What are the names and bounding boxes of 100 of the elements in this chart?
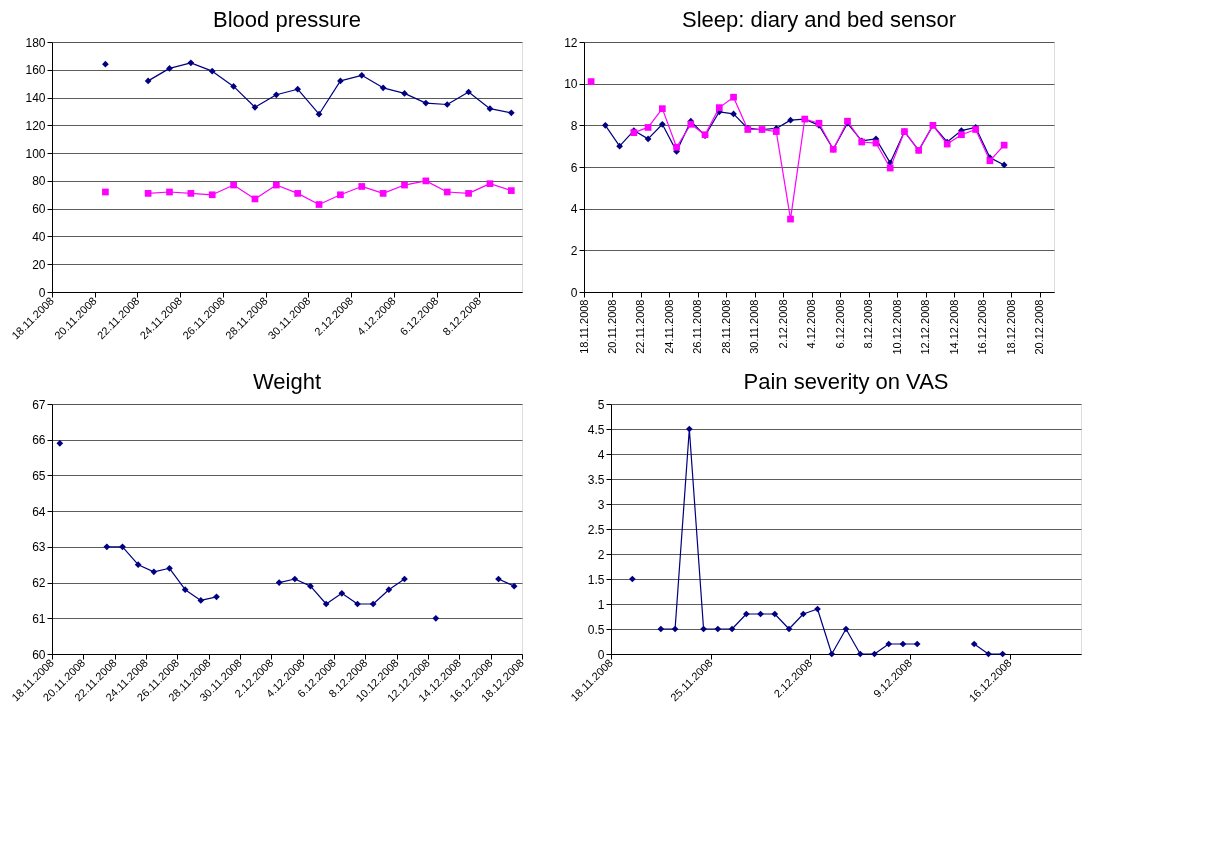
point (197, 597, 205, 604)
point (369, 600, 377, 608)
point (828, 650, 836, 658)
point (272, 181, 280, 189)
y-tick-label: 8 (570, 118, 578, 133)
x-tick-label: 12.12.2008 (919, 299, 932, 355)
y-tick-label: 80 (32, 174, 46, 189)
point (102, 188, 109, 196)
point (275, 579, 283, 586)
point (379, 190, 387, 197)
y-tick-label: 62 (32, 576, 46, 591)
point (119, 543, 126, 551)
point (842, 625, 850, 633)
y-tick-label: 61 (32, 611, 46, 626)
point (602, 121, 609, 129)
point (322, 600, 330, 608)
point (913, 640, 921, 648)
y-tick-label: 3 (597, 497, 605, 512)
point (658, 105, 666, 113)
point (673, 143, 680, 151)
point (644, 124, 652, 131)
point (144, 190, 152, 197)
point (272, 91, 280, 99)
x-tick-label: 20.12.2008 (1033, 299, 1046, 355)
point (714, 625, 722, 633)
point (730, 93, 737, 101)
point (291, 575, 299, 583)
point (510, 582, 518, 590)
point (102, 60, 109, 68)
point (970, 640, 978, 648)
point (337, 191, 344, 199)
point (856, 650, 864, 658)
point (657, 625, 665, 633)
point (886, 164, 894, 172)
y-tick-label: 0 (570, 285, 578, 300)
x-tick-label: 24.11.2008 (662, 299, 675, 354)
chart-title: Blood pressure (213, 7, 361, 32)
chart-title: Weight (252, 369, 322, 394)
point (671, 625, 679, 633)
point (507, 187, 515, 194)
x-tick-label: 14.12.2008 (947, 299, 960, 355)
point (432, 614, 440, 622)
y-tick-label: 60 (32, 647, 46, 662)
point (486, 105, 494, 113)
y-tick-label: 6 (570, 160, 578, 175)
point (443, 188, 451, 196)
y-tick-label: 0 (597, 647, 605, 662)
point (166, 188, 173, 196)
point (422, 99, 430, 107)
y-tick-label: 10 (564, 77, 578, 92)
point (885, 640, 893, 648)
point (986, 157, 994, 165)
point (294, 190, 302, 197)
point (785, 625, 793, 633)
y-tick-label: 160 (25, 63, 46, 78)
point (958, 131, 965, 139)
y-tick-label: 64 (32, 504, 46, 519)
x-tick-label: 20.11.2008 (605, 299, 618, 354)
y-tick-label: 1.5 (587, 572, 605, 587)
point (337, 77, 344, 85)
point (208, 191, 216, 199)
y-tick-label: 4.5 (587, 422, 605, 437)
x-tick-label: 26.11.2008 (691, 299, 704, 354)
point (358, 183, 366, 190)
point (899, 640, 907, 648)
y-tick-label: 4 (597, 447, 605, 462)
point (358, 71, 366, 79)
y-tick-label: 120 (25, 118, 46, 133)
x-tick-label: 18.12.2008 (1004, 299, 1017, 355)
y-tick-label: 3.5 (587, 472, 605, 487)
point (187, 59, 195, 67)
point (187, 190, 195, 197)
x-tick-label: 28.11.2008 (719, 299, 732, 354)
point (144, 77, 152, 85)
point (658, 120, 666, 128)
point (1000, 141, 1008, 149)
chart-title: Sleep: diary and bed sensor (682, 7, 956, 32)
x-tick-label: 10.12.2008 (890, 299, 903, 355)
point (1000, 161, 1008, 169)
y-tick-label: 0.5 (587, 622, 605, 637)
y-tick-label: 60 (32, 202, 46, 217)
point (379, 84, 387, 92)
point (134, 561, 142, 569)
x-tick-label: 2.12.2008 (776, 299, 789, 349)
y-tick-label: 67 (32, 397, 46, 412)
y-tick-label: 5 (597, 397, 605, 412)
point (150, 568, 158, 576)
point (401, 90, 408, 97)
y-tick-label: 4 (570, 202, 578, 217)
x-tick-label: 4.12.2008 (805, 299, 818, 349)
point (507, 109, 515, 117)
point (213, 593, 220, 601)
point (230, 181, 237, 189)
point (742, 610, 750, 618)
y-tick-label: 20 (32, 257, 46, 272)
point (208, 67, 216, 75)
point (999, 650, 1007, 658)
point (166, 564, 173, 572)
chart-title: Pain severity on VAS (743, 369, 949, 394)
point (56, 439, 64, 447)
